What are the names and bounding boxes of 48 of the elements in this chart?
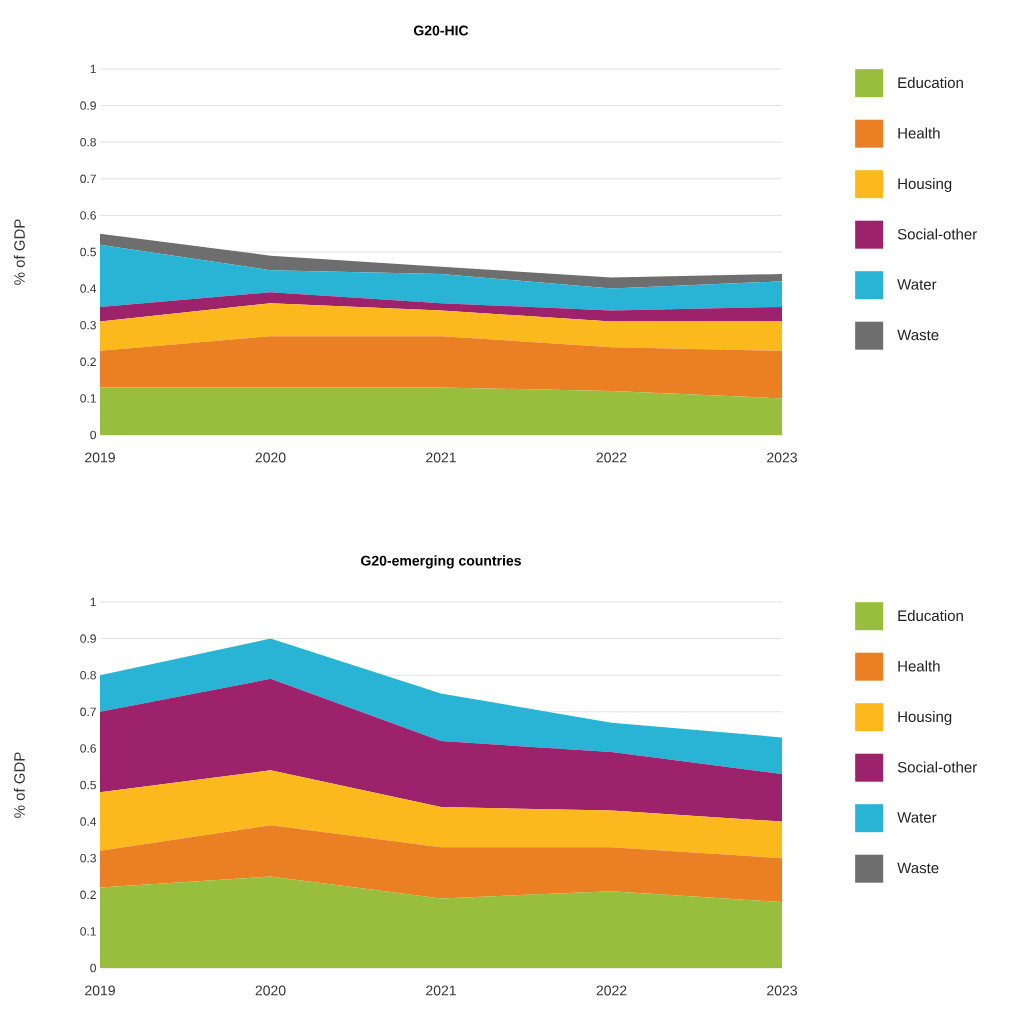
y-tick-label: 0.7 bbox=[80, 174, 96, 184]
y-tick-label: 0.4 bbox=[80, 284, 97, 293]
y-axis-title: % of GDP bbox=[13, 219, 25, 285]
y-tick-label: 0.3 bbox=[80, 853, 96, 863]
y-tick-label: 0.6 bbox=[80, 744, 96, 753]
legend-label: Social-other bbox=[897, 761, 977, 773]
y-tick-label: 0.1 bbox=[80, 394, 96, 403]
y-tick-label: 0.5 bbox=[80, 247, 96, 257]
y-tick-label: 0.2 bbox=[80, 357, 96, 367]
x-tick-label: 2023 bbox=[767, 452, 797, 463]
y-tick-label: 0.2 bbox=[80, 890, 96, 900]
y-tick-label: 0.9 bbox=[80, 634, 96, 643]
legend-label: Education bbox=[898, 77, 963, 89]
legend-label: Housing bbox=[898, 178, 952, 192]
legend-label: Health bbox=[898, 127, 940, 139]
x-tick-label: 2019 bbox=[85, 452, 115, 463]
chart-title: G20-emerging countries bbox=[361, 555, 521, 569]
y-axis-title: % of GDP bbox=[13, 752, 25, 818]
legend-label: Water bbox=[897, 279, 937, 290]
y-tick-label: 0.7 bbox=[80, 707, 96, 717]
x-tick-label: 2020 bbox=[255, 452, 286, 463]
legend-label: Housing bbox=[898, 711, 952, 725]
legend-label: Health bbox=[898, 660, 940, 672]
x-tick-label: 2019 bbox=[85, 985, 115, 996]
y-tick-label: 0.8 bbox=[80, 137, 96, 147]
legend-label: Waste bbox=[897, 329, 939, 341]
chart-title: G20-HIC bbox=[413, 25, 469, 36]
x-tick-label: 2023 bbox=[767, 985, 797, 996]
y-tick-label: 0.3 bbox=[80, 320, 96, 330]
y-tick-label: 0.9 bbox=[80, 101, 96, 110]
y-tick-label: 0.8 bbox=[80, 670, 96, 680]
x-tick-label: 2021 bbox=[426, 452, 456, 463]
legend-label: Water bbox=[897, 812, 937, 823]
legend-label: Waste bbox=[897, 862, 939, 874]
legend-label: Social-other bbox=[897, 228, 977, 240]
x-tick-label: 2020 bbox=[255, 985, 286, 996]
y-tick-label: 0.6 bbox=[80, 211, 96, 220]
x-tick-label: 2022 bbox=[596, 452, 627, 463]
y-tick-label: 0.1 bbox=[80, 927, 96, 936]
x-tick-label: 2022 bbox=[596, 985, 627, 996]
x-tick-label: 2021 bbox=[426, 985, 456, 996]
y-tick-label: 0.5 bbox=[80, 780, 96, 790]
y-tick-label: 0.4 bbox=[80, 817, 97, 826]
y-tick-label: 0 bbox=[90, 430, 96, 440]
y-tick-label: 1 bbox=[90, 64, 96, 74]
y-tick-label: 0 bbox=[90, 963, 96, 973]
legend-label: Education bbox=[898, 610, 963, 622]
y-tick-label: 1 bbox=[90, 597, 96, 607]
